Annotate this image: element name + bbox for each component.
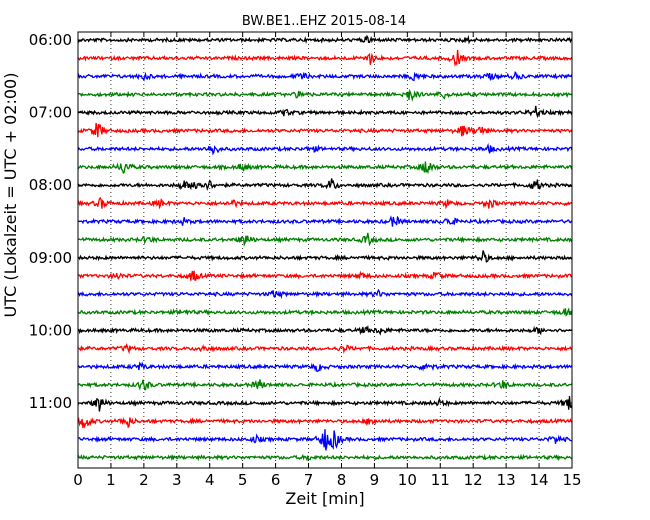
trace-0900 [77, 250, 573, 263]
chart-title: BW.BE1..EHZ 2015-08-14 [242, 14, 406, 29]
trace-1030 [77, 361, 573, 373]
y-tick-label: 06:00 [29, 31, 72, 49]
x-tick-label: 3 [172, 471, 182, 489]
trace-1100 [77, 396, 573, 412]
trace-layer [77, 34, 573, 462]
y-axis-label: UTC (Lokalzeit = UTC + 02:00) [1, 73, 20, 318]
x-tick-label: 11 [431, 471, 450, 489]
x-tick-label: 2 [139, 471, 149, 489]
trace-1145 [77, 453, 573, 462]
trace-0745 [77, 161, 573, 175]
y-tick-label: 07:00 [29, 104, 72, 122]
trace-0645 [77, 88, 573, 102]
trace-1130 [77, 429, 573, 451]
trace-0615 [77, 49, 573, 67]
x-axis-label: Zeit [min] [285, 489, 364, 508]
trace-0945 [77, 307, 573, 317]
trace-0715 [77, 122, 573, 138]
trace-1015 [77, 343, 573, 355]
trace-1045 [77, 379, 573, 391]
trace-1115 [77, 416, 573, 429]
x-tick-label: 5 [238, 471, 248, 489]
trace-0815 [77, 196, 573, 210]
trace-0830 [77, 215, 573, 227]
x-tick-label: 6 [271, 471, 281, 489]
y-tick-label: 09:00 [29, 249, 72, 267]
x-tick-label: 1 [106, 471, 116, 489]
trace-0730 [77, 142, 573, 156]
trace-0930 [77, 288, 573, 300]
y-tick-label: 11:00 [29, 394, 72, 412]
trace-1000 [78, 324, 573, 336]
grid-lines [78, 32, 572, 468]
trace-0845 [77, 232, 573, 247]
x-tick-label: 13 [497, 471, 516, 489]
y-tick-label: 10:00 [29, 321, 72, 339]
trace-0600 [77, 34, 573, 45]
x-tick-label: 10 [398, 471, 417, 489]
trace-0630 [77, 71, 573, 82]
trace-0700 [77, 105, 573, 119]
x-tick-label: 12 [464, 471, 483, 489]
x-tick-label: 15 [562, 471, 581, 489]
x-tick-label: 14 [530, 471, 549, 489]
plot-frame [77, 31, 573, 469]
trace-0915 [77, 270, 573, 281]
x-tick-label: 9 [370, 471, 380, 489]
trace-0800 [77, 178, 572, 192]
x-tick-label: 8 [337, 471, 347, 489]
x-tick-label: 7 [304, 471, 314, 489]
x-tick-label: 4 [205, 471, 215, 489]
x-tick-label: 0 [73, 471, 83, 489]
axis-ticks: 0 1 2 3 4 5 6 7 8 9 10 11 12 13 14 1506:0007:0008:0009:… [29, 31, 582, 489]
y-tick-label: 08:00 [29, 176, 72, 194]
